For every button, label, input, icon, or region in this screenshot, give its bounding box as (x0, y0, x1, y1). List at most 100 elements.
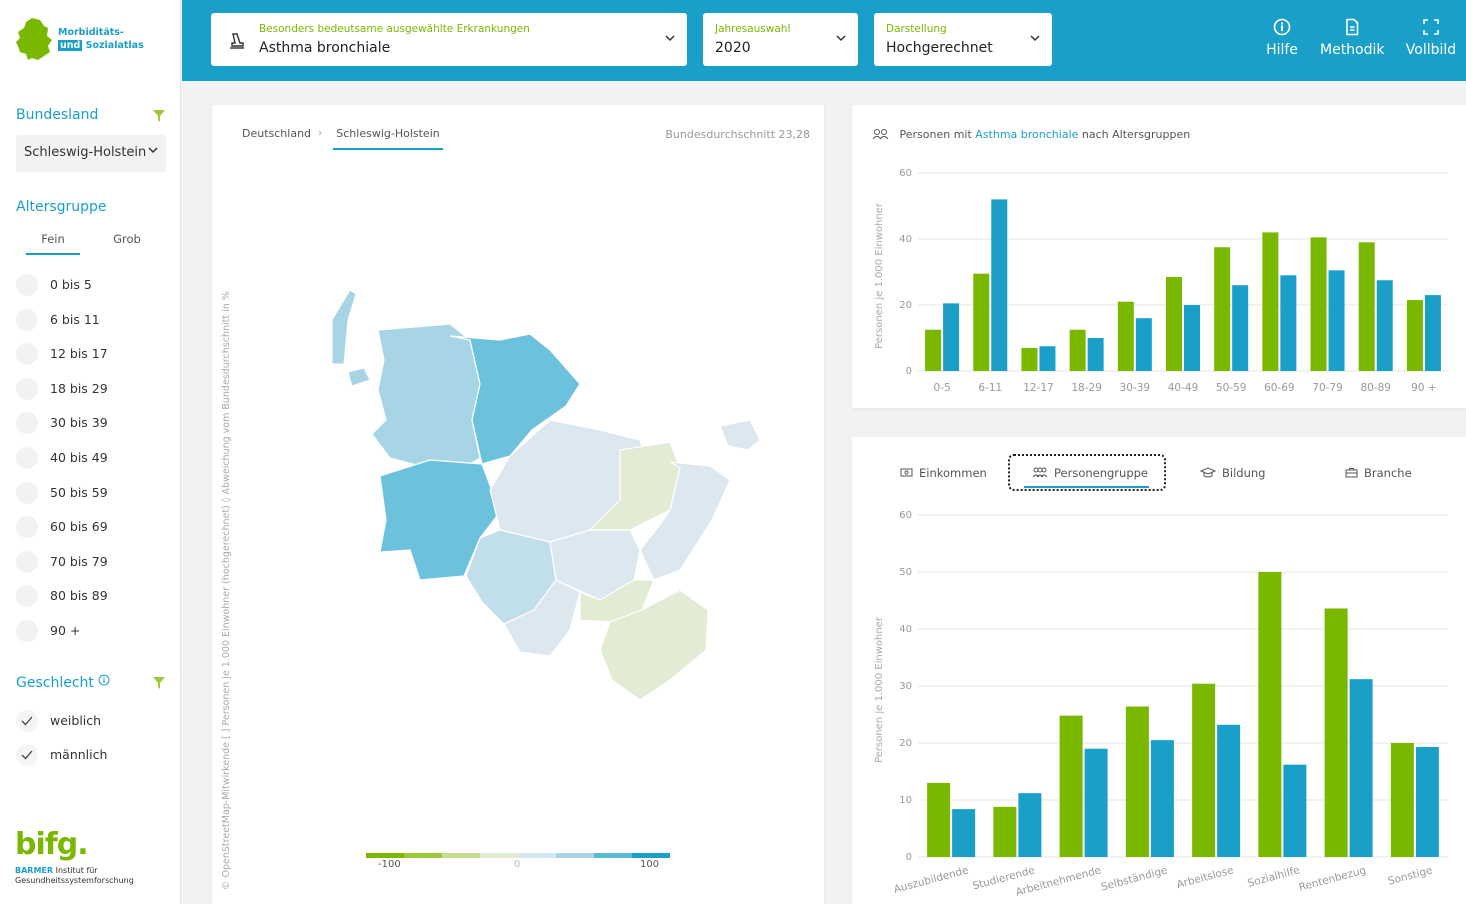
bar (1184, 305, 1200, 371)
disease-dropdown-value: Asthma bronchiale (259, 40, 391, 56)
radio-circle (16, 343, 38, 366)
methodik-button[interactable]: Methodik (1320, 18, 1385, 58)
age-chart-title: Personen mit Asthma bronchiale nach Alte… (872, 128, 1190, 141)
y-tick-label: 10 (899, 795, 912, 806)
view-dropdown[interactable]: Darstellung Hochgerechnet (874, 13, 1052, 66)
tab-personengruppe[interactable]: Personengruppe (1032, 466, 1148, 480)
logo-line1: Morbiditäts- (58, 27, 124, 38)
age-group-option[interactable]: 70 bis 79 (16, 550, 166, 573)
bar (1262, 232, 1279, 371)
fullscreen-button[interactable]: Vollbild (1404, 18, 1458, 58)
map-region-foehr (347, 367, 371, 387)
legend-swatch (404, 853, 442, 858)
bar (1358, 242, 1375, 371)
chevron-down-icon (665, 35, 675, 42)
year-dropdown[interactable]: Jahresauswahl 2020 (703, 13, 858, 66)
age-group-option[interactable]: 50 bis 59 (16, 481, 166, 504)
x-tick-label: Arbeitslose (1175, 864, 1235, 891)
bar (1406, 300, 1423, 371)
radio-circle (16, 308, 38, 331)
age-group-option[interactable]: 90 + (16, 620, 166, 642)
age-group-label: 50 bis 59 (50, 484, 108, 500)
tab-label: Branche (1364, 466, 1412, 480)
barmer-label: BARMER (15, 866, 54, 875)
tab-bildung[interactable]: Bildung (1200, 466, 1265, 480)
age-group-option[interactable]: 60 bis 69 (16, 516, 166, 539)
bar (1217, 724, 1241, 857)
breadcrumb-schleswig-holstein[interactable]: Schleswig-Holstein (333, 127, 443, 150)
y-tick-label: 40 (899, 234, 912, 245)
radio-circle (16, 481, 38, 504)
age-group-option[interactable]: 30 bis 39 (16, 412, 166, 435)
bundesland-title: Bundesland (16, 107, 99, 123)
legend-segments (366, 853, 670, 858)
tab-branche[interactable]: Branche (1345, 466, 1412, 480)
tab-einkommen[interactable]: Einkommen (900, 466, 987, 480)
age-group-option[interactable]: 6 bis 11 (16, 308, 166, 331)
legend-swatch (442, 853, 480, 858)
radio-circle (16, 516, 38, 539)
map-region-sylt (331, 289, 357, 365)
check-icon (21, 750, 33, 760)
bar (1280, 275, 1297, 371)
check-icon (21, 716, 33, 726)
map-color-legend (366, 853, 670, 858)
segment-grob[interactable]: Grob (113, 232, 141, 246)
map-region-ploen (588, 441, 681, 531)
bar (1232, 285, 1249, 371)
bar (1087, 338, 1104, 371)
checkbox-weiblich[interactable]: weiblich (16, 710, 166, 732)
y-tick-label: 50 (899, 567, 912, 578)
bifg-logo[interactable]: bifg. BARMER Institut für Gesundheitssys… (15, 830, 155, 886)
people-group-icon (1032, 467, 1048, 478)
bar (1018, 793, 1042, 857)
segment-fein[interactable]: Fein (26, 232, 80, 255)
x-tick-label: 50-59 (1216, 382, 1247, 394)
info-icon (1273, 18, 1291, 36)
filter-icon[interactable] (153, 677, 165, 689)
bundesland-select[interactable]: Schleswig-Holstein (16, 135, 166, 172)
filter-icon[interactable] (153, 110, 165, 122)
age-group-option[interactable]: 18 bis 29 (16, 377, 166, 400)
age-group-option[interactable]: 0 bis 5 (16, 274, 166, 296)
bar (1310, 237, 1327, 371)
bar (1258, 572, 1282, 857)
y-tick-label: 30 (899, 681, 912, 692)
y-tick-label: 60 (899, 168, 912, 179)
info-icon[interactable] (98, 674, 110, 686)
bifg-line2: Gesundheitssystemforschung (15, 876, 134, 885)
y-tick-label: 0 (906, 852, 912, 863)
age-group-label: 60 bis 69 (50, 519, 108, 535)
radio-circle (16, 550, 38, 573)
bar (1117, 301, 1134, 371)
age-group-label: 12 bis 17 (50, 346, 108, 362)
checkbox-maennlich[interactable]: männlich (16, 744, 166, 766)
bar (1415, 746, 1439, 857)
radio-circle (16, 447, 38, 469)
legend-swatch (556, 853, 594, 858)
x-tick-label: 12-17 (1023, 382, 1054, 394)
bar (1283, 764, 1307, 857)
schleswig-holstein-map[interactable] (260, 280, 780, 720)
y-tick-label: 40 (899, 624, 912, 635)
x-tick-label: Selbständige (1100, 864, 1169, 893)
geschlecht-title-text: Geschlecht (16, 675, 94, 691)
bifg-line1: Institut für (55, 866, 98, 875)
bar (1376, 280, 1393, 371)
bar (1214, 247, 1231, 371)
age-group-option[interactable]: 40 bis 49 (16, 447, 166, 469)
help-button[interactable]: Hilfe (1264, 18, 1300, 58)
bar (952, 809, 976, 857)
legend-swatch (632, 853, 670, 858)
morbiditaetsatlas-logo[interactable]: Morbiditäts- und Sozialatlas (14, 16, 164, 66)
x-tick-label: 0-5 (934, 382, 951, 394)
age-group-option[interactable]: 12 bis 17 (16, 343, 166, 366)
age-group-option[interactable]: 80 bis 89 (16, 585, 166, 608)
disease-dropdown[interactable]: Besonders bedeutsame ausgewählte Erkrank… (211, 13, 687, 66)
legend-label-max: 100 (640, 859, 660, 870)
bar (1125, 706, 1149, 857)
title-disease: Asthma bronchiale (975, 128, 1079, 141)
tab-label: Einkommen (919, 466, 987, 480)
breadcrumb-deutschland[interactable]: Deutschland (242, 127, 312, 140)
x-tick-label: 6-11 (978, 382, 1002, 394)
